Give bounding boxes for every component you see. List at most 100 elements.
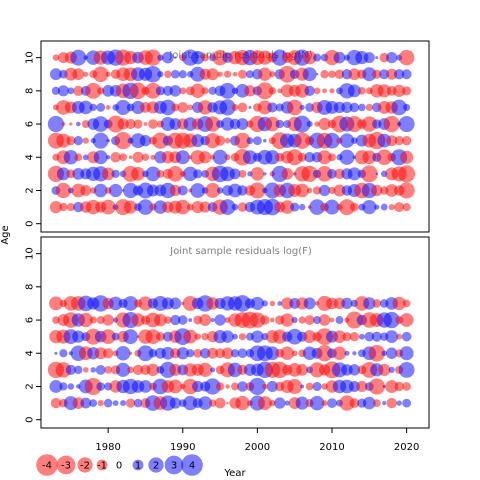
residual-bubble bbox=[179, 87, 187, 95]
residual-bubble bbox=[168, 379, 183, 394]
residual-bubble bbox=[350, 202, 359, 212]
residual-bubble bbox=[312, 186, 322, 195]
residual-bubble bbox=[352, 351, 357, 356]
residual-bubble bbox=[219, 199, 236, 215]
residual-bubble bbox=[368, 378, 385, 395]
residual-bubble bbox=[375, 56, 379, 60]
residual-bubble bbox=[59, 349, 68, 358]
legend-bubble bbox=[181, 454, 203, 476]
residual-bubble bbox=[72, 330, 85, 343]
residual-bubble bbox=[66, 136, 76, 146]
residual-bubble bbox=[162, 51, 174, 64]
residual-bubble bbox=[92, 132, 109, 149]
residual-bubble bbox=[49, 296, 63, 311]
residual-bubble bbox=[164, 70, 172, 78]
residual-bubble bbox=[304, 315, 315, 325]
residual-bubble bbox=[302, 67, 317, 82]
residual-bubble bbox=[106, 138, 110, 143]
residual-bubble bbox=[399, 313, 414, 327]
residual-bubble bbox=[205, 183, 221, 198]
residual-bubble bbox=[131, 313, 145, 327]
residual-bubble bbox=[237, 69, 247, 79]
residual-bubble bbox=[327, 398, 337, 408]
residual-bubble bbox=[198, 396, 212, 410]
y-tick-label: 10 bbox=[25, 51, 36, 64]
residual-bubble bbox=[284, 400, 290, 406]
residual-bubble bbox=[317, 150, 332, 165]
residual-bubble bbox=[129, 82, 147, 100]
residual-bubble bbox=[339, 133, 355, 148]
residual-bubble bbox=[102, 314, 114, 326]
residual-bubble bbox=[67, 87, 75, 95]
residual-bubble bbox=[333, 51, 346, 64]
residual-bubble bbox=[335, 316, 344, 325]
residual-bubble bbox=[275, 119, 284, 129]
residual-bubble bbox=[198, 362, 213, 377]
residual-bubble bbox=[169, 184, 181, 197]
residual-bubble bbox=[380, 203, 388, 211]
residual-bubble bbox=[73, 85, 84, 96]
residual-bubble bbox=[89, 316, 97, 324]
residual-bubble bbox=[309, 395, 325, 411]
residual-bubble bbox=[139, 134, 152, 147]
residual-bubble bbox=[385, 379, 399, 394]
y-tick-label: 4 bbox=[25, 154, 36, 160]
residual-bubble bbox=[187, 104, 194, 111]
residual-bubble bbox=[320, 70, 329, 79]
residual-bubble bbox=[358, 333, 365, 340]
residual-bubble bbox=[161, 346, 175, 360]
residual-bubble bbox=[402, 398, 412, 408]
residual-bubble bbox=[324, 132, 340, 149]
residual-bubble bbox=[248, 377, 266, 396]
residual-bubble bbox=[269, 300, 276, 307]
residual-bubble bbox=[108, 183, 123, 198]
residual-bubble bbox=[371, 184, 383, 197]
residual-bubble bbox=[281, 167, 294, 180]
residual-bubble bbox=[56, 167, 70, 181]
residual-bubble bbox=[112, 400, 119, 406]
residual-bubble bbox=[199, 151, 212, 164]
residual-bubble bbox=[193, 348, 203, 358]
y-tick-label: 10 bbox=[25, 247, 36, 260]
residual-bubble bbox=[67, 383, 75, 390]
y-axis-label: Age bbox=[0, 225, 11, 244]
residual-bubble bbox=[201, 332, 209, 341]
residual-bubble bbox=[100, 329, 116, 345]
residual-bubble bbox=[104, 366, 112, 374]
residual-bubble bbox=[155, 332, 165, 342]
residual-bubble bbox=[152, 132, 169, 149]
x-axis: 1980 1990 2000 2010 2020 bbox=[95, 427, 419, 453]
residual-bubble bbox=[348, 364, 361, 376]
residual-bubble bbox=[234, 295, 251, 312]
residual-bubble bbox=[123, 329, 138, 345]
residual-bubble bbox=[313, 316, 322, 325]
residual-bubble bbox=[156, 170, 165, 178]
residual-bubble bbox=[303, 330, 317, 344]
panel-bottom-y-axis: 0 2 4 6 8 10 bbox=[25, 247, 41, 423]
residual-bubble bbox=[365, 103, 373, 112]
residual-bubble bbox=[386, 135, 398, 147]
residual-bubble bbox=[257, 50, 272, 65]
residual-bubble bbox=[295, 396, 309, 410]
residual-bubble bbox=[339, 149, 355, 165]
residual-bubble bbox=[207, 347, 219, 359]
residual-bubble bbox=[287, 379, 303, 394]
legend-label: 0 bbox=[116, 461, 122, 472]
legend-bubble bbox=[56, 455, 76, 475]
residual-bubble bbox=[372, 299, 382, 308]
residual-bubble bbox=[114, 132, 132, 150]
y-tick-label: 8 bbox=[25, 284, 36, 290]
residual-bubble bbox=[145, 329, 161, 345]
y-tick-label: 2 bbox=[25, 187, 36, 193]
residual-bubble bbox=[333, 184, 346, 197]
residual-bubble bbox=[237, 102, 248, 113]
y-tick-label: 0 bbox=[25, 417, 36, 423]
residual-bubble bbox=[199, 314, 212, 327]
residual-bubble bbox=[103, 398, 113, 408]
residual-bubble bbox=[388, 366, 395, 373]
legend-bubble bbox=[36, 454, 58, 476]
residual-bubble bbox=[76, 121, 81, 127]
residual-bubble bbox=[97, 399, 104, 407]
residual-bubble bbox=[347, 167, 361, 181]
